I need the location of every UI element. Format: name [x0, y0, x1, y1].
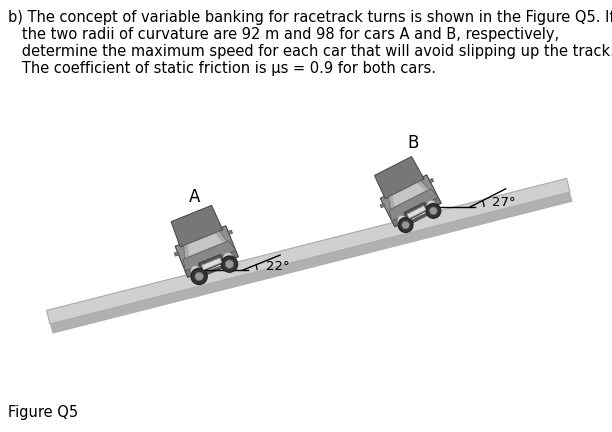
- Polygon shape: [185, 251, 238, 277]
- Circle shape: [222, 256, 237, 272]
- Text: the two radii of curvature are 92 m and 98 for cars A and B, respectively,: the two radii of curvature are 92 m and …: [8, 27, 559, 42]
- Circle shape: [195, 272, 203, 281]
- Circle shape: [426, 203, 441, 218]
- Polygon shape: [429, 178, 434, 183]
- Circle shape: [398, 218, 413, 232]
- Text: determine the maximum speed for each car that will avoid slipping up the track.: determine the maximum speed for each car…: [8, 44, 612, 59]
- Polygon shape: [202, 258, 222, 270]
- Polygon shape: [380, 175, 441, 227]
- Text: A: A: [189, 188, 201, 206]
- Polygon shape: [188, 234, 222, 256]
- Text: b) The concept of variable banking for racetrack turns is shown in the Figure Q5: b) The concept of variable banking for r…: [8, 10, 612, 25]
- Polygon shape: [389, 189, 438, 221]
- Polygon shape: [389, 181, 430, 209]
- Polygon shape: [198, 254, 223, 270]
- Circle shape: [190, 266, 200, 275]
- Circle shape: [430, 207, 437, 215]
- Polygon shape: [407, 206, 426, 219]
- Text: 22°: 22°: [266, 260, 289, 273]
- Polygon shape: [392, 197, 441, 227]
- Polygon shape: [392, 183, 425, 206]
- Circle shape: [401, 221, 409, 229]
- Polygon shape: [175, 226, 238, 277]
- Polygon shape: [228, 230, 233, 235]
- Polygon shape: [47, 178, 570, 324]
- Circle shape: [225, 260, 234, 268]
- Text: B: B: [408, 133, 419, 152]
- Polygon shape: [184, 231, 228, 259]
- Text: 27°: 27°: [493, 196, 516, 209]
- Polygon shape: [380, 203, 385, 208]
- Circle shape: [191, 268, 207, 285]
- Text: Figure Q5: Figure Q5: [8, 405, 78, 420]
- Polygon shape: [404, 202, 428, 219]
- Text: The coefficient of static friction is μs = 0.9 for both cars.: The coefficient of static friction is μs…: [8, 61, 436, 76]
- Circle shape: [223, 252, 233, 262]
- Polygon shape: [171, 205, 223, 247]
- Polygon shape: [184, 241, 236, 271]
- Polygon shape: [174, 251, 179, 256]
- Circle shape: [397, 215, 406, 224]
- Polygon shape: [50, 192, 572, 334]
- Polygon shape: [375, 156, 424, 199]
- Circle shape: [427, 200, 436, 209]
